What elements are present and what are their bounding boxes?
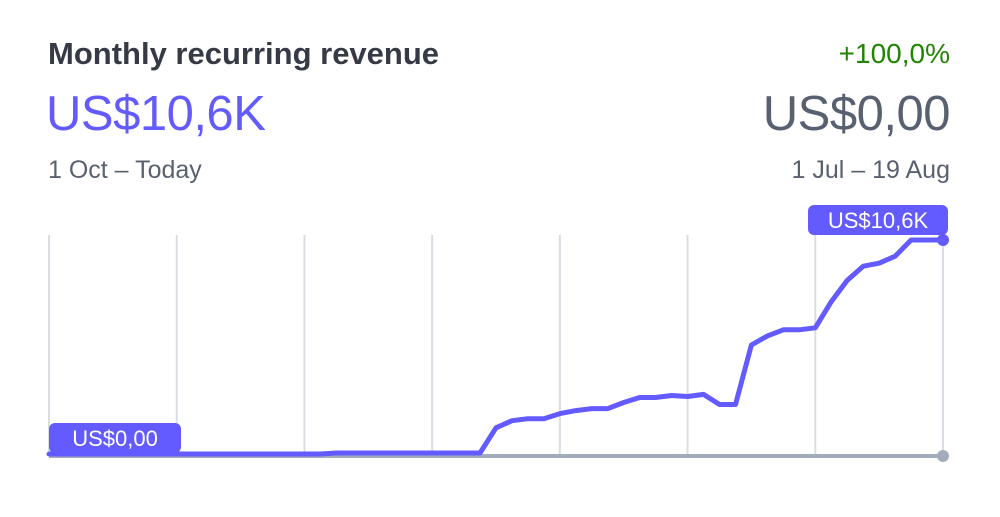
end-value-label-bg <box>808 205 948 235</box>
end-value-label-text: US$10,6K <box>828 208 929 233</box>
previous-date-range: 1 Jul – 19 Aug <box>791 156 950 184</box>
start-value-label-bg <box>49 423 181 453</box>
previous-period-end-point <box>937 450 949 462</box>
current-period-end-point <box>937 234 949 246</box>
grid-lines <box>48 235 944 454</box>
chart-title: Monthly recurring revenue <box>48 36 440 71</box>
start-value-label: US$0,00 <box>49 423 181 453</box>
start-value-label-text: US$0,00 <box>72 426 158 451</box>
current-period-line <box>46 237 946 457</box>
end-value-label: US$10,6K <box>808 205 948 235</box>
percent-change: +100,0% <box>838 38 950 69</box>
previous-value: US$0,00 <box>762 87 951 141</box>
current-value: US$10,6K <box>46 87 266 141</box>
current-date-range: 1 Oct – Today <box>48 156 202 184</box>
